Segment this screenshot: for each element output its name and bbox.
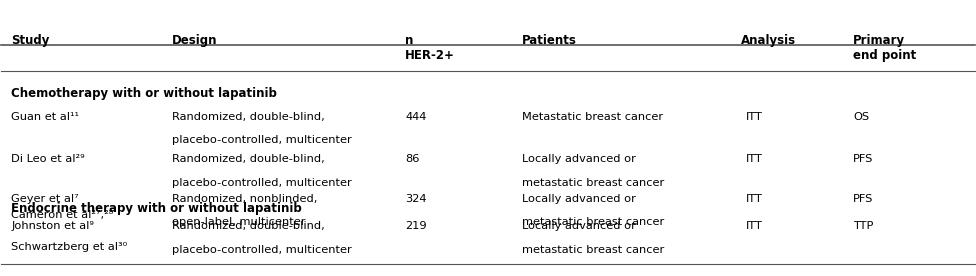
Text: Di Leo et al²⁹: Di Leo et al²⁹ bbox=[11, 154, 85, 164]
Text: TTP: TTP bbox=[853, 221, 874, 231]
Text: Randomized, double-blind,: Randomized, double-blind, bbox=[172, 154, 324, 164]
Text: placebo-controlled, multicenter: placebo-controlled, multicenter bbox=[172, 178, 351, 188]
Text: ITT: ITT bbox=[746, 194, 763, 204]
Text: Locally advanced or: Locally advanced or bbox=[522, 221, 636, 231]
Text: metastatic breast cancer: metastatic breast cancer bbox=[522, 178, 665, 188]
Text: Endocrine therapy with or without lapatinib: Endocrine therapy with or without lapati… bbox=[11, 202, 302, 215]
Text: OS: OS bbox=[853, 112, 869, 122]
Text: ITT: ITT bbox=[746, 154, 763, 164]
Text: Randomized, double-blind,: Randomized, double-blind, bbox=[172, 221, 324, 231]
Text: Geyer et al⁷: Geyer et al⁷ bbox=[11, 194, 79, 204]
Text: Schwartzberg et al³⁰: Schwartzberg et al³⁰ bbox=[11, 242, 128, 252]
Text: Chemotherapy with or without lapatinib: Chemotherapy with or without lapatinib bbox=[11, 87, 277, 100]
Text: n
HER-2+: n HER-2+ bbox=[405, 34, 455, 62]
Text: PFS: PFS bbox=[853, 154, 874, 164]
Text: ITT: ITT bbox=[746, 221, 763, 231]
Text: 444: 444 bbox=[405, 112, 427, 122]
Text: Johnston et al⁹: Johnston et al⁹ bbox=[11, 221, 94, 231]
Text: Metastatic breast cancer: Metastatic breast cancer bbox=[522, 112, 663, 122]
Text: ITT: ITT bbox=[746, 112, 763, 122]
Text: Study: Study bbox=[11, 34, 50, 47]
Text: Randomized, nonblinded,: Randomized, nonblinded, bbox=[172, 194, 317, 204]
Text: metastatic breast cancer: metastatic breast cancer bbox=[522, 245, 665, 254]
Text: Randomized, double-blind,: Randomized, double-blind, bbox=[172, 112, 324, 122]
Text: 86: 86 bbox=[405, 154, 420, 164]
Text: PFS: PFS bbox=[853, 194, 874, 204]
Text: placebo-controlled, multicenter: placebo-controlled, multicenter bbox=[172, 245, 351, 254]
Text: placebo-controlled, multicenter: placebo-controlled, multicenter bbox=[172, 135, 351, 145]
Text: Locally advanced or: Locally advanced or bbox=[522, 154, 636, 164]
Text: 219: 219 bbox=[405, 221, 427, 231]
Text: Locally advanced or: Locally advanced or bbox=[522, 194, 636, 204]
Text: Analysis: Analysis bbox=[741, 34, 796, 47]
Text: metastatic breast cancer: metastatic breast cancer bbox=[522, 217, 665, 227]
Text: Cameron et al²⁷,²⁸: Cameron et al²⁷,²⁸ bbox=[11, 210, 113, 221]
Text: Primary
end point: Primary end point bbox=[853, 34, 916, 62]
Text: open-label, multicenter: open-label, multicenter bbox=[172, 217, 305, 227]
Text: Patients: Patients bbox=[522, 34, 577, 47]
Text: Guan et al¹¹: Guan et al¹¹ bbox=[11, 112, 79, 122]
Text: 324: 324 bbox=[405, 194, 427, 204]
Text: Design: Design bbox=[172, 34, 218, 47]
